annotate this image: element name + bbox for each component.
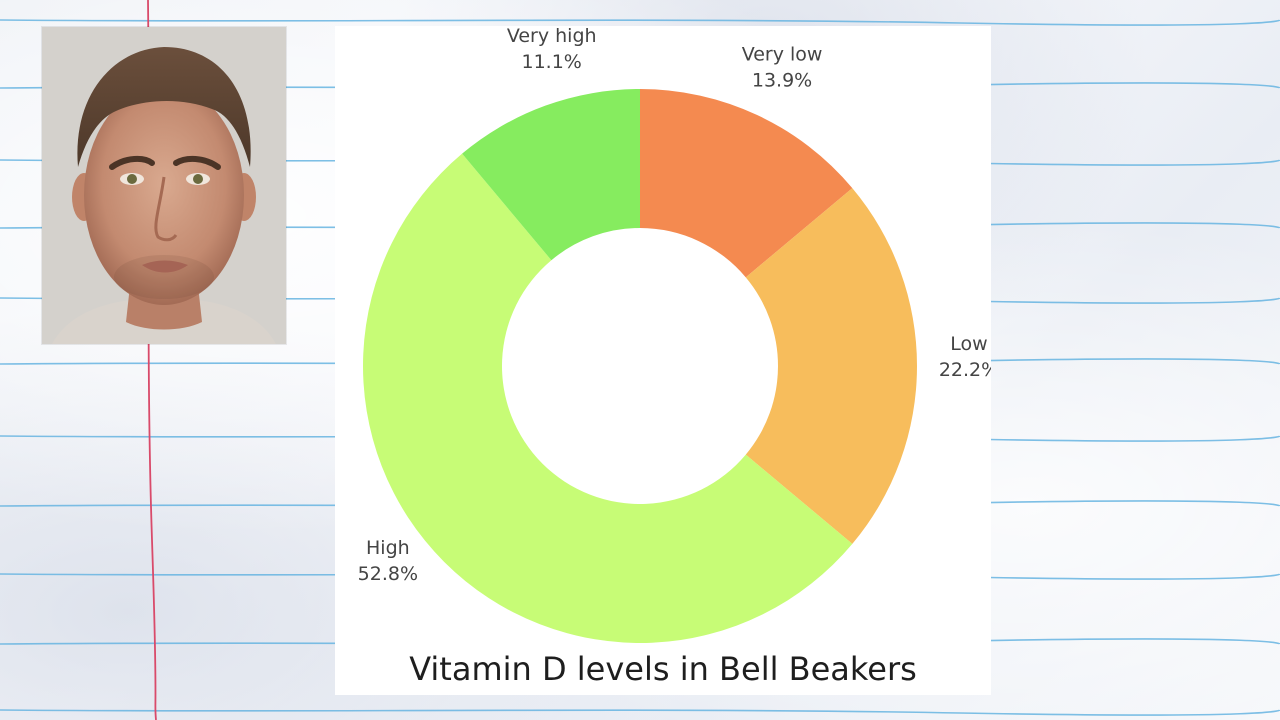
slice-value-label: 11.1% bbox=[522, 51, 582, 73]
donut-slice-low bbox=[745, 188, 917, 544]
slice-value-label: 52.8% bbox=[358, 563, 418, 585]
slice-category-label: Low bbox=[950, 333, 987, 355]
slice-category-label: Very high bbox=[507, 26, 597, 47]
slice-label-group: Low 22.2% bbox=[939, 333, 991, 381]
donut-chart: Very low 13.9% Low 22.2% High 52.8% Very high 1… bbox=[358, 26, 991, 644]
slice-label-group: High 52.8% bbox=[358, 537, 418, 585]
slice-value-label: 22.2% bbox=[939, 359, 991, 381]
slice-label-group: Very high 11.1% bbox=[507, 26, 597, 73]
slice-category-label: High bbox=[366, 537, 410, 559]
donut-slice-very-high bbox=[462, 88, 640, 261]
slice-label-group: Very low 13.9% bbox=[742, 44, 823, 92]
slice-category-label: Very low bbox=[742, 44, 823, 66]
chart-title: Vitamin D levels in Bell Beakers bbox=[409, 650, 917, 688]
paper-rule-line bbox=[0, 709, 1280, 716]
donut-slice-high bbox=[362, 153, 853, 644]
face-portrait-icon bbox=[42, 27, 286, 344]
portrait-photo bbox=[42, 27, 286, 344]
slice-value-label: 13.9% bbox=[752, 70, 812, 92]
donut-slice-very-low bbox=[640, 89, 853, 278]
paper-rule-line bbox=[0, 19, 1280, 26]
chart-panel: Very low 13.9% Low 22.2% High 52.8% Very high 1… bbox=[335, 26, 991, 695]
